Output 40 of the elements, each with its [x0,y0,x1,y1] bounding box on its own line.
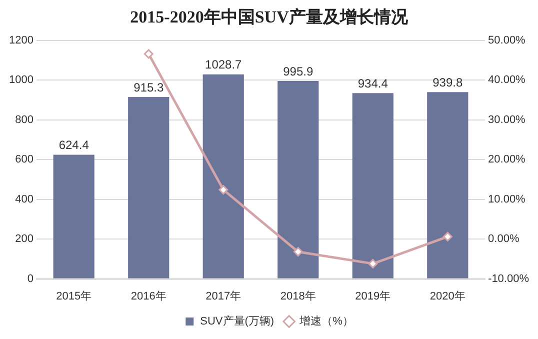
x-tick-label: 2017年 [206,290,242,302]
data-label: 1028.7 [205,58,242,72]
bar [352,93,394,278]
data-label: 934.4 [358,76,388,90]
y-tick-label: 400 [15,193,34,206]
bar [128,96,170,278]
data-label: 624.4 [58,138,90,152]
y2-tick-label: 20.00% [488,154,526,166]
y2-tick-label: 10.00% [488,193,526,206]
bar [53,154,94,278]
data-label: 995.9 [283,64,314,78]
y-tick-label: 800 [15,114,34,126]
x-tick-label: 2016年 [130,290,166,302]
x-tick-label: 2020年 [430,290,466,302]
y2-tick-label: -10.00% [488,272,530,285]
bar [202,74,244,278]
legend-label: SUV产量(万辆) [200,314,274,328]
point [144,49,154,59]
bar [278,80,319,278]
point [442,232,452,242]
legend-label: 增速（%） [298,314,354,328]
point [368,258,378,268]
chart-title: 2015-2020年中国SUV产量及增长情况 [130,8,409,27]
x-tick-label: 2015年 [56,290,92,302]
y-tick-label: 0 [27,272,34,285]
point [293,247,303,257]
x-tick-label: 2018年 [280,290,316,302]
y2-tick-label: 50.00% [488,34,526,46]
y2-tick-label: 30.00% [488,114,526,126]
y-tick-label: 200 [15,233,34,246]
x-tick-label: 2019年 [355,290,391,302]
point [218,185,228,195]
y-tick-label: 1200 [8,34,34,46]
y-tick-label: 1000 [8,74,34,86]
y2-tick-label: 0.00% [488,233,520,246]
data-label: 939.8 [432,75,463,90]
data-label: 915.3 [134,80,164,94]
y2-tick-label: 40.00% [488,74,526,86]
bar [427,92,468,278]
y-tick-label: 600 [15,154,34,166]
